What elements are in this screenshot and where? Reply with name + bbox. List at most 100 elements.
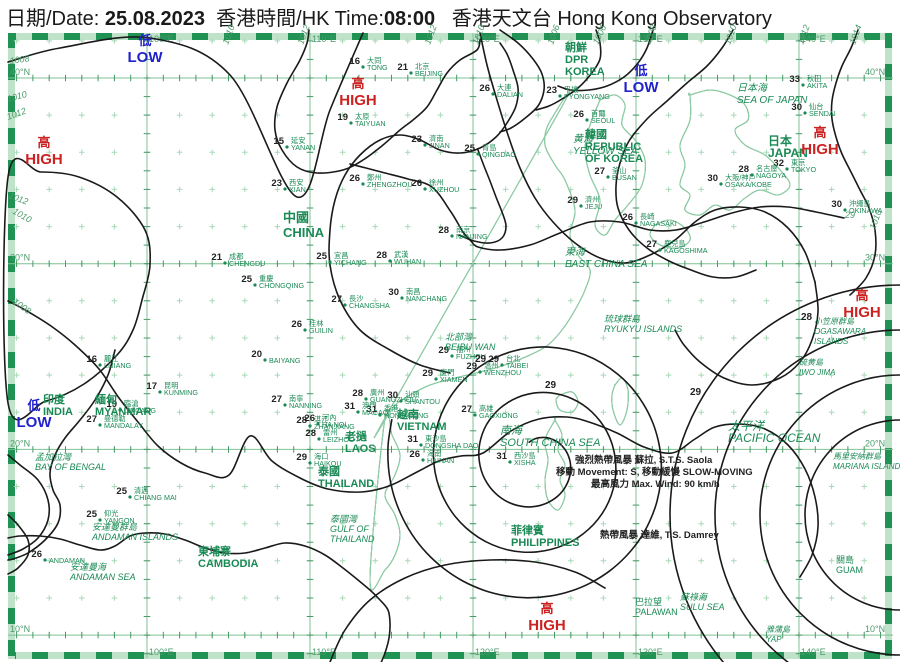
svg-text:100°E: 100°E — [149, 647, 174, 657]
svg-text:西沙島: 西沙島 — [514, 451, 536, 460]
svg-text:29: 29 — [422, 368, 433, 379]
svg-text:HIGH: HIGH — [339, 92, 377, 109]
svg-text:29: 29 — [844, 210, 855, 220]
svg-text:雷州: 雷州 — [323, 428, 337, 437]
svg-text:27: 27 — [271, 394, 282, 405]
svg-text:太原: 太原 — [355, 112, 369, 121]
svg-text:SEA OF JAPAN: SEA OF JAPAN — [737, 95, 808, 106]
svg-text:北京: 北京 — [415, 62, 429, 71]
svg-text:26: 26 — [479, 83, 490, 94]
svg-text:SOUTH CHINA SEA: SOUTH CHINA SEA — [500, 437, 600, 449]
svg-text:高: 高 — [813, 125, 826, 140]
svg-text:琉球群島: 琉球群島 — [604, 314, 641, 324]
svg-text:海南: 海南 — [427, 449, 441, 458]
svg-text:桂林: 桂林 — [309, 319, 323, 328]
svg-text:成都: 成都 — [229, 252, 243, 261]
svg-text:ANDAMAN SEA: ANDAMAN SEA — [69, 572, 136, 582]
svg-text:高雄: 高雄 — [479, 404, 493, 413]
svg-text:PHILIPPINES: PHILIPPINES — [511, 537, 579, 549]
svg-text:廣州: 廣州 — [370, 388, 384, 397]
svg-text:北部灣: 北部灣 — [445, 332, 473, 342]
svg-text:16: 16 — [86, 354, 97, 365]
svg-text:低: 低 — [26, 398, 40, 413]
svg-text:20°N: 20°N — [10, 438, 30, 448]
svg-text:朝鮮: 朝鮮 — [565, 40, 587, 54]
svg-text:首爾: 首爾 — [591, 109, 605, 118]
svg-text:孟加拉灣: 孟加拉灣 — [35, 452, 72, 462]
svg-text:CHINA: CHINA — [283, 225, 325, 240]
svg-text:HIGH: HIGH — [843, 304, 881, 321]
svg-text:28: 28 — [305, 428, 316, 439]
svg-text:高: 高 — [540, 601, 553, 616]
svg-text:大同: 大同 — [367, 56, 381, 65]
svg-text:30: 30 — [388, 287, 399, 298]
svg-text:29: 29 — [475, 354, 487, 365]
svg-text:23: 23 — [546, 85, 557, 96]
svg-text:33: 33 — [789, 74, 800, 85]
svg-text:PACIFIC OCEAN: PACIFIC OCEAN — [728, 431, 821, 445]
svg-text:大連: 大連 — [497, 83, 511, 92]
svg-text:仙台: 仙台 — [809, 102, 823, 111]
svg-text:昆明: 昆明 — [164, 381, 178, 390]
svg-text:低: 低 — [633, 63, 647, 78]
svg-text:29: 29 — [296, 452, 307, 463]
svg-text:15: 15 — [273, 136, 284, 147]
svg-text:LOW: LOW — [624, 79, 660, 96]
svg-text:東海: 東海 — [565, 246, 587, 258]
svg-text:MYANMAR: MYANMAR — [95, 406, 151, 418]
svg-text:THAILAND: THAILAND — [330, 534, 375, 544]
svg-text:140°E: 140°E — [801, 647, 826, 657]
svg-text:30: 30 — [387, 390, 398, 401]
svg-text:大阪/神戶: 大阪/神戶 — [725, 173, 756, 182]
svg-text:130°E: 130°E — [638, 647, 663, 657]
svg-text:印度: 印度 — [43, 392, 66, 406]
svg-text:21: 21 — [211, 252, 222, 263]
svg-text:最高風力 Max. Wind: 90 km/h: 最高風力 Max. Wind: 90 km/h — [591, 478, 720, 490]
svg-text:台北: 台北 — [506, 354, 520, 363]
svg-text:YELLOW SEA: YELLOW SEA — [573, 146, 638, 157]
svg-text:17: 17 — [146, 381, 157, 392]
svg-text:26: 26 — [573, 109, 584, 120]
svg-text:29: 29 — [488, 354, 499, 365]
svg-text:EAST CHINA SEA: EAST CHINA SEA — [565, 259, 648, 270]
svg-text:高: 高 — [855, 288, 868, 303]
svg-text:名古屋: 名古屋 — [756, 164, 778, 173]
svg-text:DPR: DPR — [565, 54, 588, 66]
svg-text:23: 23 — [271, 178, 282, 189]
svg-text:26: 26 — [411, 178, 422, 189]
svg-text:28: 28 — [352, 388, 363, 399]
svg-text:泰國灣: 泰國灣 — [330, 514, 358, 524]
svg-text:30: 30 — [831, 199, 842, 210]
svg-text:19: 19 — [337, 112, 348, 123]
svg-text:20: 20 — [251, 349, 262, 360]
svg-text:27: 27 — [646, 239, 657, 250]
svg-text:26: 26 — [622, 212, 633, 223]
svg-text:安達曼群島: 安達曼群島 — [92, 522, 138, 532]
svg-text:關島: 關島 — [836, 554, 854, 565]
svg-text:中國: 中國 — [283, 210, 309, 225]
svg-text:40°N: 40°N — [10, 67, 30, 77]
svg-text:BAIYANG: BAIYANG — [269, 356, 301, 365]
svg-text:26: 26 — [409, 449, 420, 460]
svg-text:27: 27 — [461, 404, 472, 415]
svg-text:25: 25 — [464, 143, 475, 154]
svg-text:ISLANDS: ISLANDS — [814, 337, 849, 346]
svg-text:麗江: 麗江 — [104, 354, 118, 363]
svg-text:南昌: 南昌 — [406, 287, 420, 296]
svg-text:硫黄島: 硫黄島 — [799, 358, 824, 367]
svg-text:OGASAWARA: OGASAWARA — [814, 327, 866, 336]
svg-text:GULF OF: GULF OF — [330, 524, 369, 534]
svg-text:LOW: LOW — [128, 49, 164, 66]
svg-text:南寧: 南寧 — [289, 394, 303, 403]
svg-text:40°N: 40°N — [865, 67, 885, 77]
svg-text:IWO JIMA: IWO JIMA — [799, 368, 835, 377]
svg-text:鹿兒島: 鹿兒島 — [664, 239, 686, 248]
svg-text:29: 29 — [690, 387, 702, 398]
svg-text:安達曼海: 安達曼海 — [70, 562, 108, 572]
svg-text:10°N: 10°N — [865, 624, 885, 634]
svg-text:雅蒲島: 雅蒲島 — [766, 625, 791, 634]
svg-text:25: 25 — [116, 486, 127, 497]
svg-text:清邁: 清邁 — [134, 486, 148, 495]
svg-text:29: 29 — [567, 195, 578, 206]
svg-text:重慶: 重慶 — [259, 274, 273, 283]
